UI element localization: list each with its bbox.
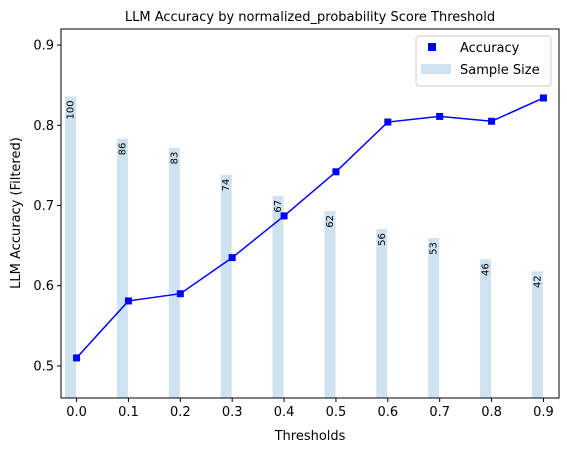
x-tick-label: 0.0 bbox=[66, 405, 87, 420]
sample-size-bar-label: 56 bbox=[377, 233, 388, 246]
sample-size-bar-label: 86 bbox=[117, 143, 128, 156]
y-tick-label: 0.6 bbox=[33, 279, 54, 294]
accuracy-point bbox=[280, 212, 288, 220]
x-tick-label: 0.2 bbox=[170, 405, 191, 420]
accuracy-markers bbox=[73, 94, 547, 362]
accuracy-point bbox=[384, 118, 392, 126]
legend-sample-size-swatch bbox=[421, 64, 451, 74]
legend-accuracy-marker bbox=[428, 43, 436, 51]
sample-size-bar bbox=[376, 229, 388, 398]
y-axis-label: LLM Accuracy (Filtered) bbox=[9, 137, 24, 289]
sample-size-bar bbox=[480, 259, 492, 398]
x-tick-label: 0.4 bbox=[274, 405, 295, 420]
x-tick-label: 0.3 bbox=[222, 405, 243, 420]
accuracy-series-line bbox=[76, 97, 544, 359]
accuracy-line bbox=[76, 97, 544, 359]
x-axis-label: Thresholds bbox=[274, 429, 346, 444]
sample-size-bar-labels: 100 86 83 74 67 62 56 53 46 42 bbox=[66, 100, 544, 288]
sample-size-bar-label: 100 bbox=[66, 100, 77, 119]
sample-size-bar bbox=[324, 210, 336, 398]
sample-size-bar-label: 67 bbox=[273, 200, 284, 213]
chart-title: LLM Accuracy by normalized_probability S… bbox=[125, 10, 495, 25]
accuracy-point bbox=[73, 354, 81, 362]
x-tick-label: 0.7 bbox=[429, 405, 450, 420]
accuracy-point bbox=[124, 297, 132, 305]
sample-size-bars bbox=[65, 96, 543, 399]
sample-size-bar bbox=[65, 96, 77, 399]
y-axis-ticks: 0.5 0.6 0.7 0.8 0.9 bbox=[33, 39, 61, 374]
x-axis-ticks: 0.0 0.1 0.2 0.3 0.4 0.5 0.6 0.7 0.8 0.9 bbox=[66, 398, 554, 420]
x-tick-label: 0.9 bbox=[533, 405, 554, 420]
accuracy-point bbox=[332, 168, 340, 176]
x-tick-label: 0.8 bbox=[481, 405, 502, 420]
x-tick-label: 0.5 bbox=[326, 405, 347, 420]
sample-size-bar-label: 53 bbox=[429, 242, 440, 255]
accuracy-point bbox=[436, 112, 444, 120]
y-tick-label: 0.9 bbox=[33, 39, 54, 54]
sample-size-bar bbox=[220, 174, 232, 398]
sample-size-bar bbox=[168, 147, 180, 398]
y-tick-label: 0.8 bbox=[33, 119, 54, 134]
accuracy-point bbox=[539, 94, 547, 102]
sample-size-bar-label: 42 bbox=[532, 275, 543, 288]
x-tick-label: 0.6 bbox=[377, 405, 398, 420]
sample-size-bar-label: 62 bbox=[325, 215, 336, 228]
accuracy-point bbox=[228, 254, 236, 262]
sample-size-bar-label: 74 bbox=[221, 179, 232, 192]
y-tick-label: 0.7 bbox=[33, 199, 54, 214]
y-tick-label: 0.5 bbox=[33, 359, 54, 374]
x-tick-label: 0.1 bbox=[118, 405, 139, 420]
sample-size-bar bbox=[272, 195, 284, 398]
plot-frame bbox=[60, 28, 560, 399]
sample-size-bar-label: 83 bbox=[169, 152, 180, 165]
accuracy-point bbox=[488, 117, 496, 125]
accuracy-point bbox=[176, 290, 184, 298]
sample-size-bar bbox=[428, 238, 440, 398]
sample-size-bar bbox=[531, 271, 543, 398]
sample-size-bar-label: 46 bbox=[481, 263, 492, 276]
sample-size-bar bbox=[116, 138, 128, 398]
legend-accuracy-label: Accuracy bbox=[460, 41, 520, 56]
legend: Accuracy Sample Size bbox=[415, 35, 552, 87]
legend-sample-size-label: Sample Size bbox=[460, 63, 540, 78]
